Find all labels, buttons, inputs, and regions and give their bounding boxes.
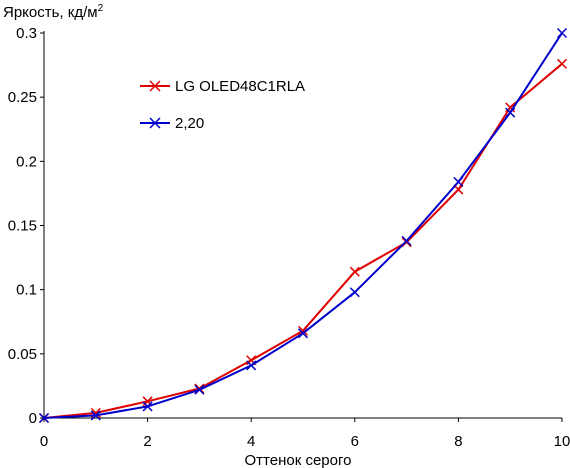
data-point-marker bbox=[401, 235, 412, 246]
data-point-marker bbox=[142, 401, 153, 412]
data-point-marker bbox=[349, 287, 360, 298]
data-point-marker bbox=[505, 107, 516, 118]
data-point-marker bbox=[297, 325, 309, 336]
y-tick-label: 0.2 bbox=[16, 153, 37, 170]
legend-marker-gamma bbox=[149, 117, 161, 129]
data-point-marker bbox=[38, 412, 50, 424]
legend-marker-lg-oled bbox=[149, 80, 161, 92]
y-axis-ticks: 0 0.05 0.1 0.15 0.2 0.25 0.3 bbox=[8, 25, 44, 427]
legend-label-lg-oled: LG OLED48C1RLA bbox=[175, 78, 305, 95]
data-point-marker bbox=[556, 58, 568, 69]
x-axis-title: Оттенок серого bbox=[245, 452, 352, 468]
x-tick-label: 6 bbox=[351, 433, 359, 450]
x-tick-label: 10 bbox=[554, 433, 570, 450]
data-point-marker bbox=[194, 384, 205, 395]
series-line bbox=[43, 63, 563, 419]
data-point-marker bbox=[556, 27, 568, 39]
y-axis-title-text: Яркость, кд/м bbox=[3, 4, 98, 21]
y-tick-label: 0.15 bbox=[8, 218, 37, 235]
series-layer bbox=[38, 27, 568, 424]
legend-item-lg-oled: LG OLED48C1RLA bbox=[140, 78, 305, 95]
data-point-marker bbox=[453, 176, 464, 187]
series-0 bbox=[38, 58, 568, 424]
series-1 bbox=[38, 27, 568, 424]
data-point-marker bbox=[297, 328, 309, 339]
legend: LG OLED48C1RLA 2,20 bbox=[140, 78, 305, 132]
legend-label-gamma: 2,20 bbox=[175, 115, 204, 132]
data-point-marker bbox=[246, 360, 257, 371]
x-tick-label: 0 bbox=[40, 433, 48, 450]
x-tick-label: 2 bbox=[143, 433, 151, 450]
x-axis-ticks: 0 2 4 6 8 10 bbox=[40, 418, 570, 450]
y-tick-label: 0.1 bbox=[16, 282, 37, 299]
x-tick-label: 8 bbox=[454, 433, 462, 450]
data-point-marker bbox=[349, 266, 360, 277]
data-point-marker bbox=[90, 410, 101, 421]
y-tick-label: 0.05 bbox=[8, 346, 37, 363]
legend-item-gamma: 2,20 bbox=[140, 115, 204, 132]
y-tick-label: 0.25 bbox=[8, 89, 37, 106]
y-tick-label: 0 bbox=[29, 410, 37, 427]
y-tick-label: 0.3 bbox=[16, 25, 37, 42]
x-tick-label: 4 bbox=[247, 433, 255, 450]
y-axis-title: Яркость, кд/м2 bbox=[3, 3, 104, 21]
y-axis-title-superscript: 2 bbox=[98, 3, 104, 14]
